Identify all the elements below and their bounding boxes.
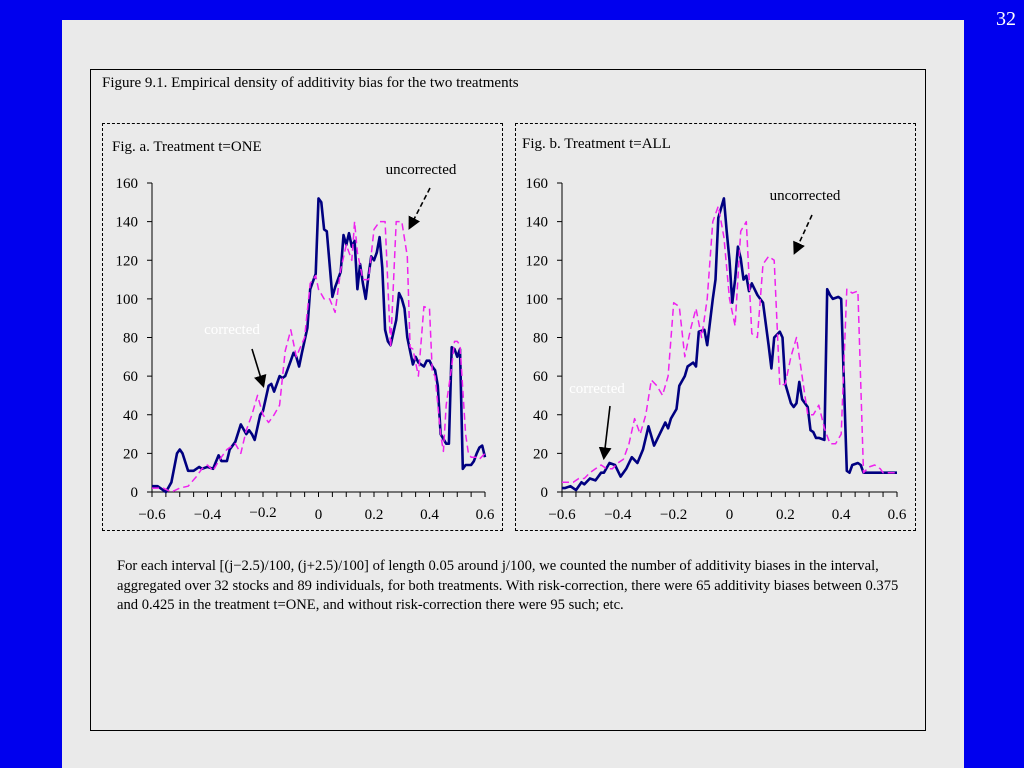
panel-a-y-tick-label: 20 bbox=[123, 446, 138, 462]
panel-a-x-tick-label: −0.2 bbox=[249, 505, 276, 521]
panel-b-y-tick-label: 80 bbox=[533, 331, 548, 347]
slide-number: 32 bbox=[996, 8, 1016, 30]
panel-a-y-tick-label: 160 bbox=[116, 176, 139, 192]
panel-a-title: Fig. a. Treatment t=ONE bbox=[112, 139, 262, 155]
panel-a-y-tick-label: 140 bbox=[116, 215, 139, 231]
panel-b-x-tick-label: 0.6 bbox=[888, 507, 907, 523]
panel-a-y-tick-label: 120 bbox=[116, 253, 139, 269]
panel-a-y-tick-label: 0 bbox=[131, 485, 139, 501]
panel-b-title: Fig. b. Treatment t=ALL bbox=[522, 136, 671, 152]
panel-a-series-uncorrected bbox=[152, 220, 486, 493]
panel-b-y-tick-label: 0 bbox=[541, 485, 549, 501]
panel-b-y-tick-label: 100 bbox=[526, 292, 549, 308]
figure-title: Figure 9.1. Empirical density of additiv… bbox=[102, 75, 519, 91]
panel-b-arrow-corrected bbox=[598, 405, 612, 461]
panel-b-y-tick-label: 20 bbox=[533, 446, 548, 462]
panel-b-y-tick-label: 40 bbox=[533, 408, 548, 424]
panel-a-x-tick-label: 0.6 bbox=[476, 507, 495, 523]
panel-a-x-tick-label: 0.4 bbox=[420, 507, 439, 523]
panel-a-frame bbox=[102, 123, 503, 531]
panel-a-y-tick-label: 60 bbox=[123, 369, 138, 385]
panel-b-frame bbox=[515, 123, 916, 531]
panel-b-x-tick-label: 0.4 bbox=[832, 507, 851, 523]
panel-a-arrow-uncorrected bbox=[408, 187, 431, 230]
panel-b-x-tick-label: −0.6 bbox=[548, 507, 576, 523]
panel-b-series-corrected bbox=[562, 197, 897, 492]
panel-b-x-tick-label: −0.4 bbox=[604, 507, 632, 523]
panel-b-y-tick-label: 60 bbox=[533, 369, 548, 385]
panel-a-arrow-corrected bbox=[251, 348, 267, 389]
panel-a-y-tick-label: 80 bbox=[123, 331, 138, 347]
panel-a-series-corrected bbox=[152, 197, 487, 494]
panel-a-label-uncorrected: uncorrected bbox=[386, 162, 457, 178]
panel-b-x-tick-label: −0.2 bbox=[660, 507, 687, 523]
slide-background bbox=[62, 20, 964, 768]
panel-b-series-uncorrected bbox=[562, 205, 897, 484]
panel-b-label-corrected: corrected bbox=[569, 381, 625, 397]
panel-a-y-tick-label: 40 bbox=[123, 408, 138, 424]
figure-caption: For each interval [(j−2.5)/100, (j+2.5)/… bbox=[117, 558, 899, 613]
panel-a-x-tick-label: 0 bbox=[315, 507, 323, 523]
panel-b-label-uncorrected: uncorrected bbox=[770, 188, 841, 204]
panel-b-y-tick-label: 120 bbox=[526, 253, 549, 269]
panel-b-y-tick-label: 160 bbox=[526, 176, 549, 192]
panel-b-y-tick-label: 140 bbox=[526, 215, 549, 231]
panel-a-x-tick-label: 0.2 bbox=[365, 507, 384, 523]
panel-a-x-tick-label: −0.6 bbox=[138, 507, 166, 523]
panel-b-arrow-uncorrected bbox=[793, 214, 813, 255]
figure-frame bbox=[90, 69, 926, 731]
panel-a-label-corrected: corrected bbox=[204, 322, 260, 338]
panel-b-x-tick-label: 0.2 bbox=[776, 507, 795, 523]
panel-b-x-tick-label: 0 bbox=[726, 507, 734, 523]
panel-a-x-tick-label: −0.4 bbox=[194, 507, 222, 523]
panel-a-y-tick-label: 100 bbox=[116, 292, 139, 308]
